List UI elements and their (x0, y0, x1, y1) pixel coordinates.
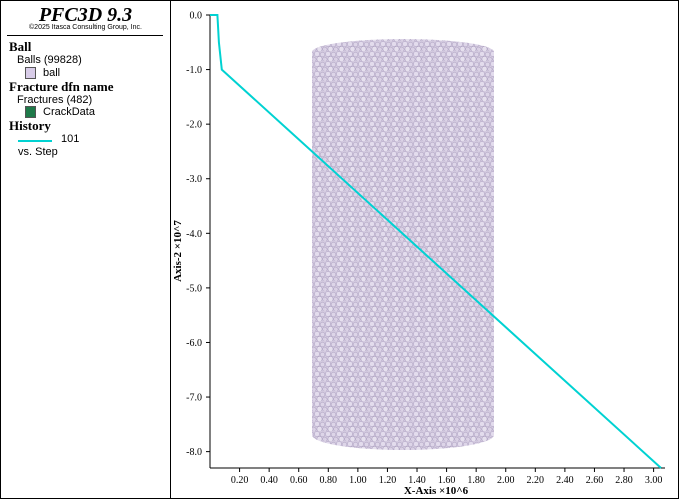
copyright-text: ©2025 Itasca Consulting Group, Inc. (29, 24, 142, 31)
x-tick-label: 1.20 (379, 475, 397, 486)
x-tick-label: 1.80 (467, 475, 485, 486)
y-axis-title: Axis-2 ×10^7 (172, 220, 184, 282)
fracture-color-swatch (25, 106, 36, 118)
series-group (210, 14, 662, 469)
x-tick-label: 2.80 (615, 475, 633, 486)
chart-svg: 0.0 -1.0 -2.0 -3.0 -4.0 -5.0 -6.0 -7.0 -8.0 0.20 0… (172, 11, 665, 498)
x-tick-label: 0.80 (320, 475, 338, 486)
ball-section-header: Ball (9, 39, 32, 54)
x-tick-label: 0.60 (290, 475, 308, 486)
y-tick-label: -8.0 (186, 447, 202, 458)
y-tick-label: -5.0 (186, 283, 202, 294)
history-subtitle: vs. Step (18, 146, 58, 158)
x-tick-label: 1.40 (408, 475, 426, 486)
history-item-label: 101 (61, 133, 80, 145)
ball-color-swatch (25, 67, 36, 79)
fracture-group-label: Fractures (482) (17, 94, 93, 106)
y-tick-label: 0.0 (190, 11, 203, 22)
title-divider (7, 35, 163, 36)
axes-group (206, 14, 665, 472)
y-tick-label: -4.0 (186, 229, 202, 240)
tick-label-group: 0.0 -1.0 -2.0 -3.0 -4.0 -5.0 -6.0 -7.0 -8.0 0.20 0… (172, 11, 662, 498)
ball-group-label: Balls (99828) (17, 54, 82, 66)
plot-view[interactable]: 0.0 -1.0 -2.0 -3.0 -4.0 -5.0 -6.0 -7.0 -8.0 0.20 0… (171, 1, 677, 498)
ball-specimen (312, 39, 494, 450)
fracture-section-header: Fracture dfn name (9, 79, 114, 94)
x-tick-label: 0.20 (231, 475, 249, 486)
x-tick-label: 2.00 (497, 475, 514, 486)
y-tick-label: -6.0 (186, 338, 202, 349)
x-tick-label: 2.40 (556, 475, 574, 486)
x-tick-label: 0.40 (260, 475, 278, 486)
fracture-item-label: CrackData (43, 106, 95, 118)
history-line-sample (18, 140, 52, 142)
x-tick-label: 1.60 (438, 475, 456, 486)
history-series-line (210, 14, 662, 469)
y-tick-label: -3.0 (186, 174, 202, 185)
y-tick-label: -7.0 (186, 393, 202, 404)
x-tick-label: 2.60 (586, 475, 604, 486)
legend-panel: PFC3D 9.3 ©2025 Itasca Consulting Group,… (1, 1, 171, 498)
x-axis-title: X-Axis ×10^6 (404, 485, 469, 497)
x-tick-label: 2.20 (527, 475, 545, 486)
y-tick-label: -1.0 (186, 65, 202, 76)
ball-item-label: ball (43, 67, 61, 79)
x-tick-label: 3.00 (645, 475, 663, 486)
app-title: PFC3D 9.3 (38, 4, 133, 26)
x-tick-label: 1.00 (349, 475, 367, 486)
y-tick-label: -2.0 (186, 120, 202, 131)
history-section-header: History (9, 118, 51, 133)
